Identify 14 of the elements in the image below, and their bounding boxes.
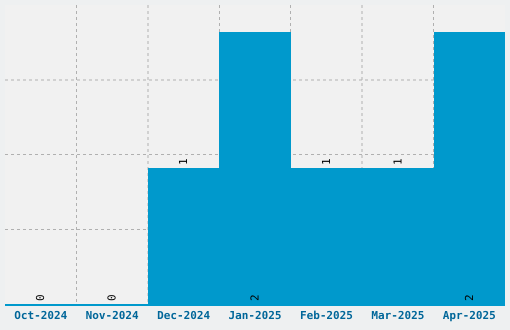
data-label: 0 [34, 294, 47, 301]
x-tick-label: Jan-2025 [228, 309, 282, 322]
data-label: 2 [248, 294, 262, 301]
x-tick-label: Mar-2025 [371, 309, 424, 322]
x-tick-label: Dec-2024 [157, 309, 210, 322]
data-label: 2 [463, 294, 476, 301]
x-tick-label: Feb-2025 [300, 309, 353, 322]
data-label: 0 [106, 294, 118, 301]
x-tick-label: Nov-2024 [86, 309, 140, 322]
data-label: 1 [177, 158, 190, 165]
x-tick-label: Oct-2024 [14, 309, 68, 322]
x-tick-label: Apr-2025 [442, 309, 496, 322]
data-label: 1 [392, 158, 404, 165]
data-label: 1 [320, 158, 333, 165]
